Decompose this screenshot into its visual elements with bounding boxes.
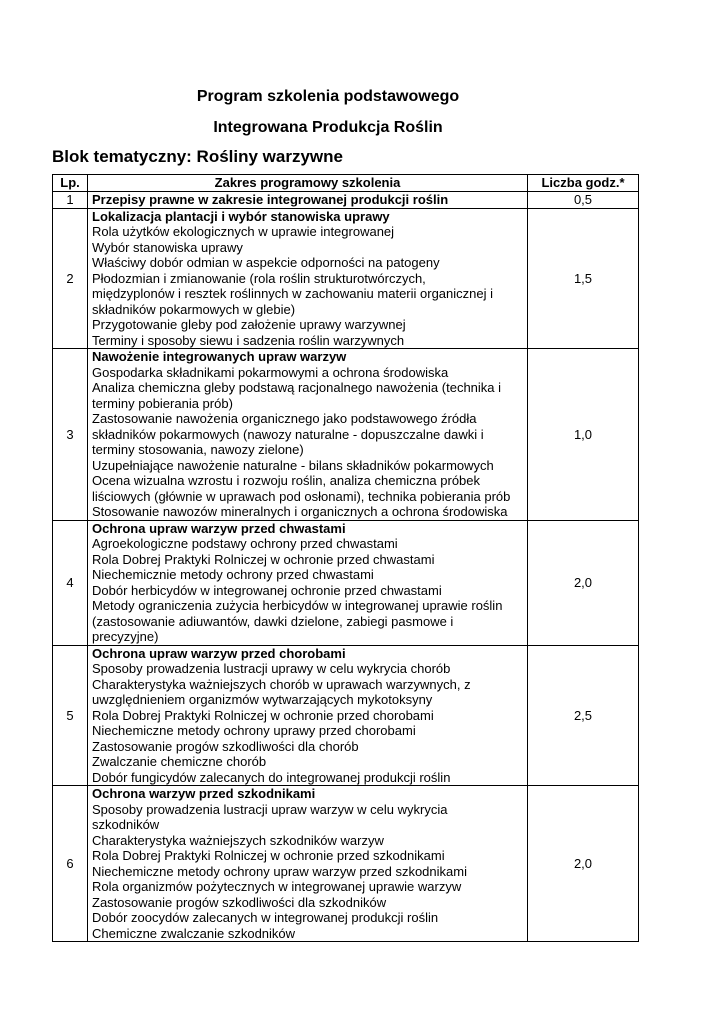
header-scope: Zakres programowy szkolenia (87, 174, 528, 192)
row-topic-line: uwzględnieniem organizmów wytwarzających… (92, 692, 433, 707)
row-topic-line: Metody ograniczenia zużycia herbicydów w… (92, 598, 503, 613)
block-title: Blok tematyczny: Rośliny warzywne (52, 147, 343, 166)
row-topic-line: Właściwy dobór odmian w aspekcie odporno… (92, 255, 440, 270)
table-header-row: Lp. Zakres programowy szkolenia Liczba g… (52, 174, 639, 192)
row-topic-line: Analiza chemiczna gleby podstawą racjona… (92, 380, 502, 395)
row-topic-line: (zastosowanie adiuwantów, dawki dzielone… (92, 613, 454, 629)
row-hours: 1,5 (527, 207, 639, 349)
row-topic-line: terminy pobierania prób) (92, 395, 233, 411)
row-topic-line: Niechemiczne metody ochrony upraw warzyw… (92, 863, 467, 879)
row-content: Ochrona warzyw przed szkodnikami Sposoby … (87, 785, 528, 942)
row-number: 2 (52, 207, 88, 349)
row-number: 5 (52, 644, 88, 786)
row-topic-line: Stosowanie nawozów mineralnych i organic… (92, 504, 508, 519)
row-topic-line: Dobór zoocydów zalecanych w integrowanej… (92, 910, 439, 925)
table-row: 6 Ochrona warzyw przed szkodnikami Sposoby… (52, 785, 639, 942)
row-heading: Ochrona upraw warzyw przed chwastami (92, 520, 346, 536)
row-topic-line: Dobór herbicydów w integrowanej ochronie… (92, 582, 442, 598)
row-number: 3 (52, 348, 88, 521)
row-heading: Nawożenie integrowanych upraw warzyw (92, 349, 347, 364)
program-table: Lp. Zakres programowy szkolenia Liczba g… (52, 174, 639, 942)
row-topic-line: Terminy i sposoby siewu i sadzenia rośli… (92, 332, 405, 348)
row-topic-line: Zastosowanie progów szkodliwości dla cho… (92, 738, 359, 754)
row-content: Lokalizacja plantacji i wybór stanowiska… (87, 207, 528, 349)
row-topic-line: Przygotowanie gleby pod założenie uprawy… (92, 317, 406, 332)
row-number: 1 (52, 191, 88, 209)
row-heading: Lokalizacja plantacji i wybór stanowiska… (92, 208, 390, 224)
row-topic-line: Gospodarka składnikami pokarmowymi a och… (92, 364, 449, 380)
row-topic-line: Zwalczanie chemiczne chorób (92, 754, 267, 769)
row-topic-line: składników pokarmowych w glebie) (92, 301, 296, 317)
row-hours: 0,5 (527, 191, 639, 209)
header-lp: Lp. (52, 174, 88, 192)
row-topic-line: Dobór fungicydów zalecanych do integrowa… (92, 769, 451, 785)
row-topic-line: Uzupełniające nawożenie naturalne - bila… (92, 457, 494, 473)
row-topic-line: Zastosowanie nawożenia organicznego jako… (92, 411, 477, 426)
row-number: 4 (52, 519, 88, 646)
table-row: 3 Nawożenie integrowanych upraw warzyw Gos… (52, 348, 639, 521)
row-topic-line: Charakterystyka ważniejszych chorób w up… (92, 676, 471, 692)
row-hours: 2,0 (527, 519, 639, 646)
row-topic-line: Chemiczne zwalczanie szkodników (92, 925, 296, 941)
row-topic-line: Rola użytków ekologicznych w uprawie int… (92, 224, 395, 239)
row-content: Nawożenie integrowanych upraw warzyw Gosp… (87, 348, 528, 521)
header-hours: Liczba godz.* (527, 174, 639, 192)
table-row: 2 Lokalizacja plantacji i wybór stanowisk… (52, 207, 639, 349)
row-content: Ochrona upraw warzyw przed chwastami Agro… (87, 519, 528, 646)
table-row: 5 Ochrona upraw warzyw przed chorobami Spo… (52, 644, 639, 786)
row-content: Ochrona upraw warzyw przed chorobami Spos… (87, 644, 528, 786)
table-row: 1 Przepisy prawne w zakresie integrowanej… (52, 191, 639, 209)
row-topic-line: Sposoby prowadzenia lustracji upraw warz… (92, 801, 448, 817)
row-topic-line: Rola Dobrej Praktyki Rolniczej w ochroni… (92, 848, 445, 863)
row-topic-line: składników pokarmowych (nawozy naturalne… (92, 426, 484, 442)
row-heading: Przepisy prawne w zakresie integrowanej … (92, 192, 449, 207)
row-topic-line: Rola Dobrej Praktyki Rolniczej w ochroni… (92, 551, 435, 567)
row-content: Przepisy prawne w zakresie integrowanej … (87, 191, 528, 209)
row-topic-line: Agroekologiczne podstawy ochrony przed c… (92, 536, 398, 551)
table-row: 4 Ochrona upraw warzyw przed chwastami Agr… (52, 519, 639, 646)
row-topic-line: międzyplonów i resztek roślinnych w zach… (92, 286, 494, 301)
row-topic-line: Niechemicznie metody ochrony przed chwas… (92, 567, 374, 582)
row-topic-line: terminy stosowania, nawozy zielone) (92, 442, 304, 457)
row-topic-line: Rola organizmów pożytecznych w integrowa… (92, 879, 462, 894)
document-title: Program szkolenia podstawowego (196, 88, 460, 105)
row-topic-line: liściowych (głównie w uprawach pod osłon… (92, 488, 511, 504)
row-number: 6 (52, 785, 88, 942)
row-topic-line: Sposoby prowadzenia lustracji uprawy w c… (92, 661, 451, 676)
row-hours: 1,0 (527, 348, 639, 521)
row-topic-line: Zastosowanie progów szkodliwości dla szk… (92, 894, 387, 910)
row-heading: Ochrona upraw warzyw przed chorobami (92, 645, 346, 661)
row-topic-line: Niechemiczne metody ochrony uprawy przed… (92, 723, 416, 738)
row-topic-line: Rola Dobrej Praktyki Rolniczej w ochroni… (92, 707, 434, 723)
row-heading: Ochrona warzyw przed szkodnikami (92, 786, 316, 801)
document-subtitle: Integrowana Produkcja Roślin (213, 119, 443, 136)
row-topic-line: Wybór stanowiska uprawy (92, 239, 243, 255)
row-topic-line: Ocena wizualna wzrostu i rozwoju roślin,… (92, 473, 481, 488)
row-topic-line: Charakterystyka ważniejszych szkodników … (92, 832, 384, 848)
row-topic-line: precyzyjne) (92, 629, 159, 644)
row-hours: 2,0 (527, 785, 639, 942)
row-topic-line: szkodników (92, 817, 160, 832)
row-topic-line: Płodozmian i zmianowanie (rola roślin st… (92, 270, 426, 286)
row-hours: 2,5 (527, 644, 639, 786)
